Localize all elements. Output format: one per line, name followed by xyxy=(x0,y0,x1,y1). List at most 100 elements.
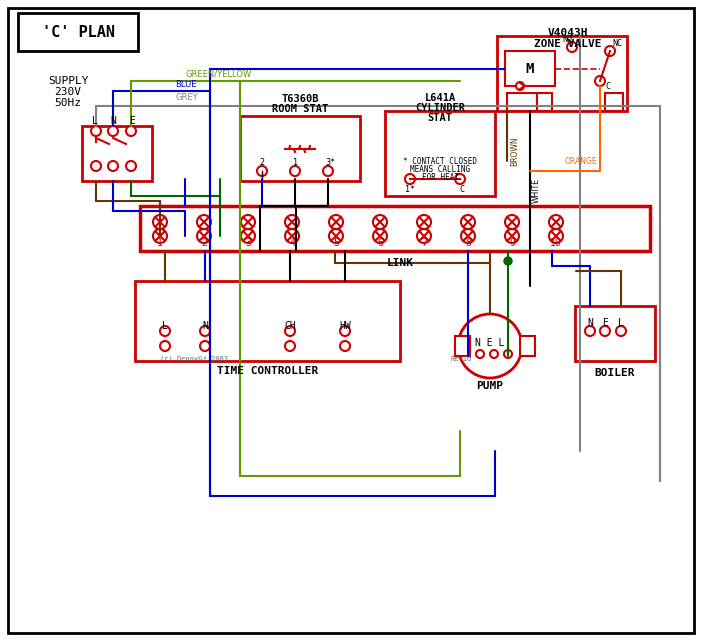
Circle shape xyxy=(241,229,255,243)
Circle shape xyxy=(108,126,118,136)
Text: L: L xyxy=(162,321,168,331)
Text: SUPPLY: SUPPLY xyxy=(48,76,88,86)
Circle shape xyxy=(160,326,170,336)
Circle shape xyxy=(329,229,343,243)
Circle shape xyxy=(405,174,415,184)
Circle shape xyxy=(476,350,484,358)
Text: BLUE: BLUE xyxy=(175,80,197,89)
Circle shape xyxy=(595,76,605,86)
Text: TIME CONTROLLER: TIME CONTROLLER xyxy=(218,366,319,376)
Circle shape xyxy=(373,229,387,243)
Bar xyxy=(497,36,627,111)
Circle shape xyxy=(153,229,167,243)
Circle shape xyxy=(285,215,299,229)
Text: * CONTACT CLOSED: * CONTACT CLOSED xyxy=(403,156,477,165)
Text: 9: 9 xyxy=(509,238,515,248)
Text: 230V: 230V xyxy=(55,87,81,97)
Circle shape xyxy=(340,341,350,351)
Circle shape xyxy=(197,215,211,229)
Circle shape xyxy=(455,174,465,184)
Text: L: L xyxy=(618,318,624,328)
Text: V4043H: V4043H xyxy=(548,28,588,38)
Circle shape xyxy=(285,229,299,243)
Text: C: C xyxy=(460,185,465,194)
Text: 2: 2 xyxy=(260,158,265,167)
Circle shape xyxy=(285,326,295,336)
Text: 5: 5 xyxy=(333,238,339,248)
Circle shape xyxy=(91,161,101,171)
Text: 4: 4 xyxy=(289,238,295,248)
Circle shape xyxy=(373,215,387,229)
Text: NC: NC xyxy=(612,38,622,47)
Text: BOILER: BOILER xyxy=(595,368,635,378)
Bar xyxy=(575,306,655,361)
Circle shape xyxy=(549,215,563,229)
Text: 8: 8 xyxy=(465,238,471,248)
Text: N E L: N E L xyxy=(475,338,505,348)
Text: 50Hz: 50Hz xyxy=(55,98,81,108)
Text: E: E xyxy=(602,318,608,328)
Text: ROOM STAT: ROOM STAT xyxy=(272,104,328,114)
Bar xyxy=(135,281,400,361)
Text: HW: HW xyxy=(339,321,351,331)
Text: 6: 6 xyxy=(377,238,383,248)
Circle shape xyxy=(490,350,498,358)
Circle shape xyxy=(417,215,431,229)
Bar xyxy=(507,93,537,111)
Text: GREY: GREY xyxy=(175,93,198,102)
Circle shape xyxy=(197,229,211,243)
Circle shape xyxy=(241,215,255,229)
Circle shape xyxy=(126,161,136,171)
Text: 1*: 1* xyxy=(405,185,415,194)
Text: 3: 3 xyxy=(245,238,251,248)
Bar xyxy=(385,111,495,196)
Circle shape xyxy=(585,326,595,336)
Circle shape xyxy=(200,326,210,336)
Text: WHITE: WHITE xyxy=(532,179,541,203)
Circle shape xyxy=(600,326,610,336)
Text: N: N xyxy=(202,321,208,331)
Text: FOR HEAT: FOR HEAT xyxy=(421,172,458,181)
Text: CH: CH xyxy=(284,321,296,331)
Circle shape xyxy=(505,229,519,243)
Circle shape xyxy=(461,229,475,243)
Circle shape xyxy=(605,46,615,56)
Circle shape xyxy=(616,326,626,336)
Text: LINK: LINK xyxy=(387,258,413,268)
Text: STAT: STAT xyxy=(428,113,453,123)
Text: N: N xyxy=(110,116,116,126)
Circle shape xyxy=(160,341,170,351)
Bar xyxy=(520,336,535,356)
Circle shape xyxy=(285,341,295,351)
Text: L641A: L641A xyxy=(425,93,456,103)
Circle shape xyxy=(504,257,512,265)
Bar xyxy=(240,116,360,181)
Bar xyxy=(455,336,470,356)
Text: CYLINDER: CYLINDER xyxy=(415,103,465,113)
Bar xyxy=(605,93,623,111)
Text: GREEN/YELLOW: GREEN/YELLOW xyxy=(185,69,251,78)
Text: 'C' PLAN: 'C' PLAN xyxy=(41,24,114,40)
Circle shape xyxy=(504,350,512,358)
Text: C: C xyxy=(606,81,611,90)
Text: PUMP: PUMP xyxy=(477,381,503,391)
Circle shape xyxy=(417,229,431,243)
Circle shape xyxy=(257,166,267,176)
Circle shape xyxy=(329,215,343,229)
Text: NO: NO xyxy=(562,35,572,44)
Text: 2: 2 xyxy=(201,238,207,248)
Text: MEANS CALLING: MEANS CALLING xyxy=(410,165,470,174)
Circle shape xyxy=(108,161,118,171)
Circle shape xyxy=(505,215,519,229)
Circle shape xyxy=(200,341,210,351)
Circle shape xyxy=(290,166,300,176)
Bar xyxy=(82,126,152,181)
Circle shape xyxy=(340,326,350,336)
Text: 10: 10 xyxy=(550,238,562,248)
Bar xyxy=(537,93,552,111)
Circle shape xyxy=(458,314,522,378)
Text: 3*: 3* xyxy=(325,158,335,167)
Text: L: L xyxy=(92,116,98,126)
Text: (c) DennyGz 2003: (c) DennyGz 2003 xyxy=(160,356,228,362)
Text: BROWN: BROWN xyxy=(510,136,519,166)
